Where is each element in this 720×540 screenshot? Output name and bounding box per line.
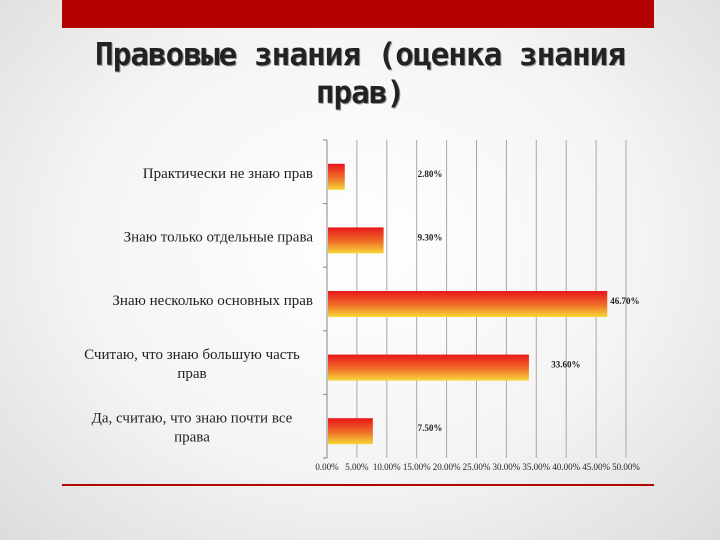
x-tick-label: 0.00% [315, 462, 339, 472]
category-label: Считаю, что знаю большую часть прав [84, 347, 300, 382]
bar [328, 227, 384, 254]
bar [328, 418, 373, 445]
bar-value-label: 46.70% [610, 296, 639, 306]
x-tick-label: 50.00% [612, 462, 640, 472]
x-tick-label: 10.00% [373, 462, 401, 472]
bar [328, 163, 345, 190]
bar-value-label: 2.80% [418, 169, 443, 179]
x-tick-label: 5.00% [345, 462, 369, 472]
category-label: Знаю только отдельные права [124, 229, 314, 245]
x-tick-label: 35.00% [522, 462, 550, 472]
x-tick-label: 20.00% [433, 462, 461, 472]
bar-value-label: 9.30% [418, 232, 443, 242]
page-title: Правовые знания (оценка знания прав) [95, 37, 626, 111]
bar-value-label: 33.60% [551, 360, 580, 370]
bar [328, 354, 529, 381]
bar-value-label: 7.50% [418, 423, 443, 433]
category-label: Знаю несколько основных прав [112, 293, 313, 309]
top-accent-bar [62, 0, 654, 28]
x-tick-label: 15.00% [403, 462, 431, 472]
bar [328, 291, 608, 317]
category-label: Практически не знаю прав [143, 166, 313, 182]
category-label: Да, считаю, что знаю почти все права [92, 411, 293, 446]
x-tick-label: 40.00% [552, 462, 580, 472]
bottom-divider [62, 484, 654, 486]
x-tick-label: 30.00% [493, 462, 521, 472]
x-tick-label: 45.00% [582, 462, 610, 472]
x-tick-label: 25.00% [463, 462, 491, 472]
